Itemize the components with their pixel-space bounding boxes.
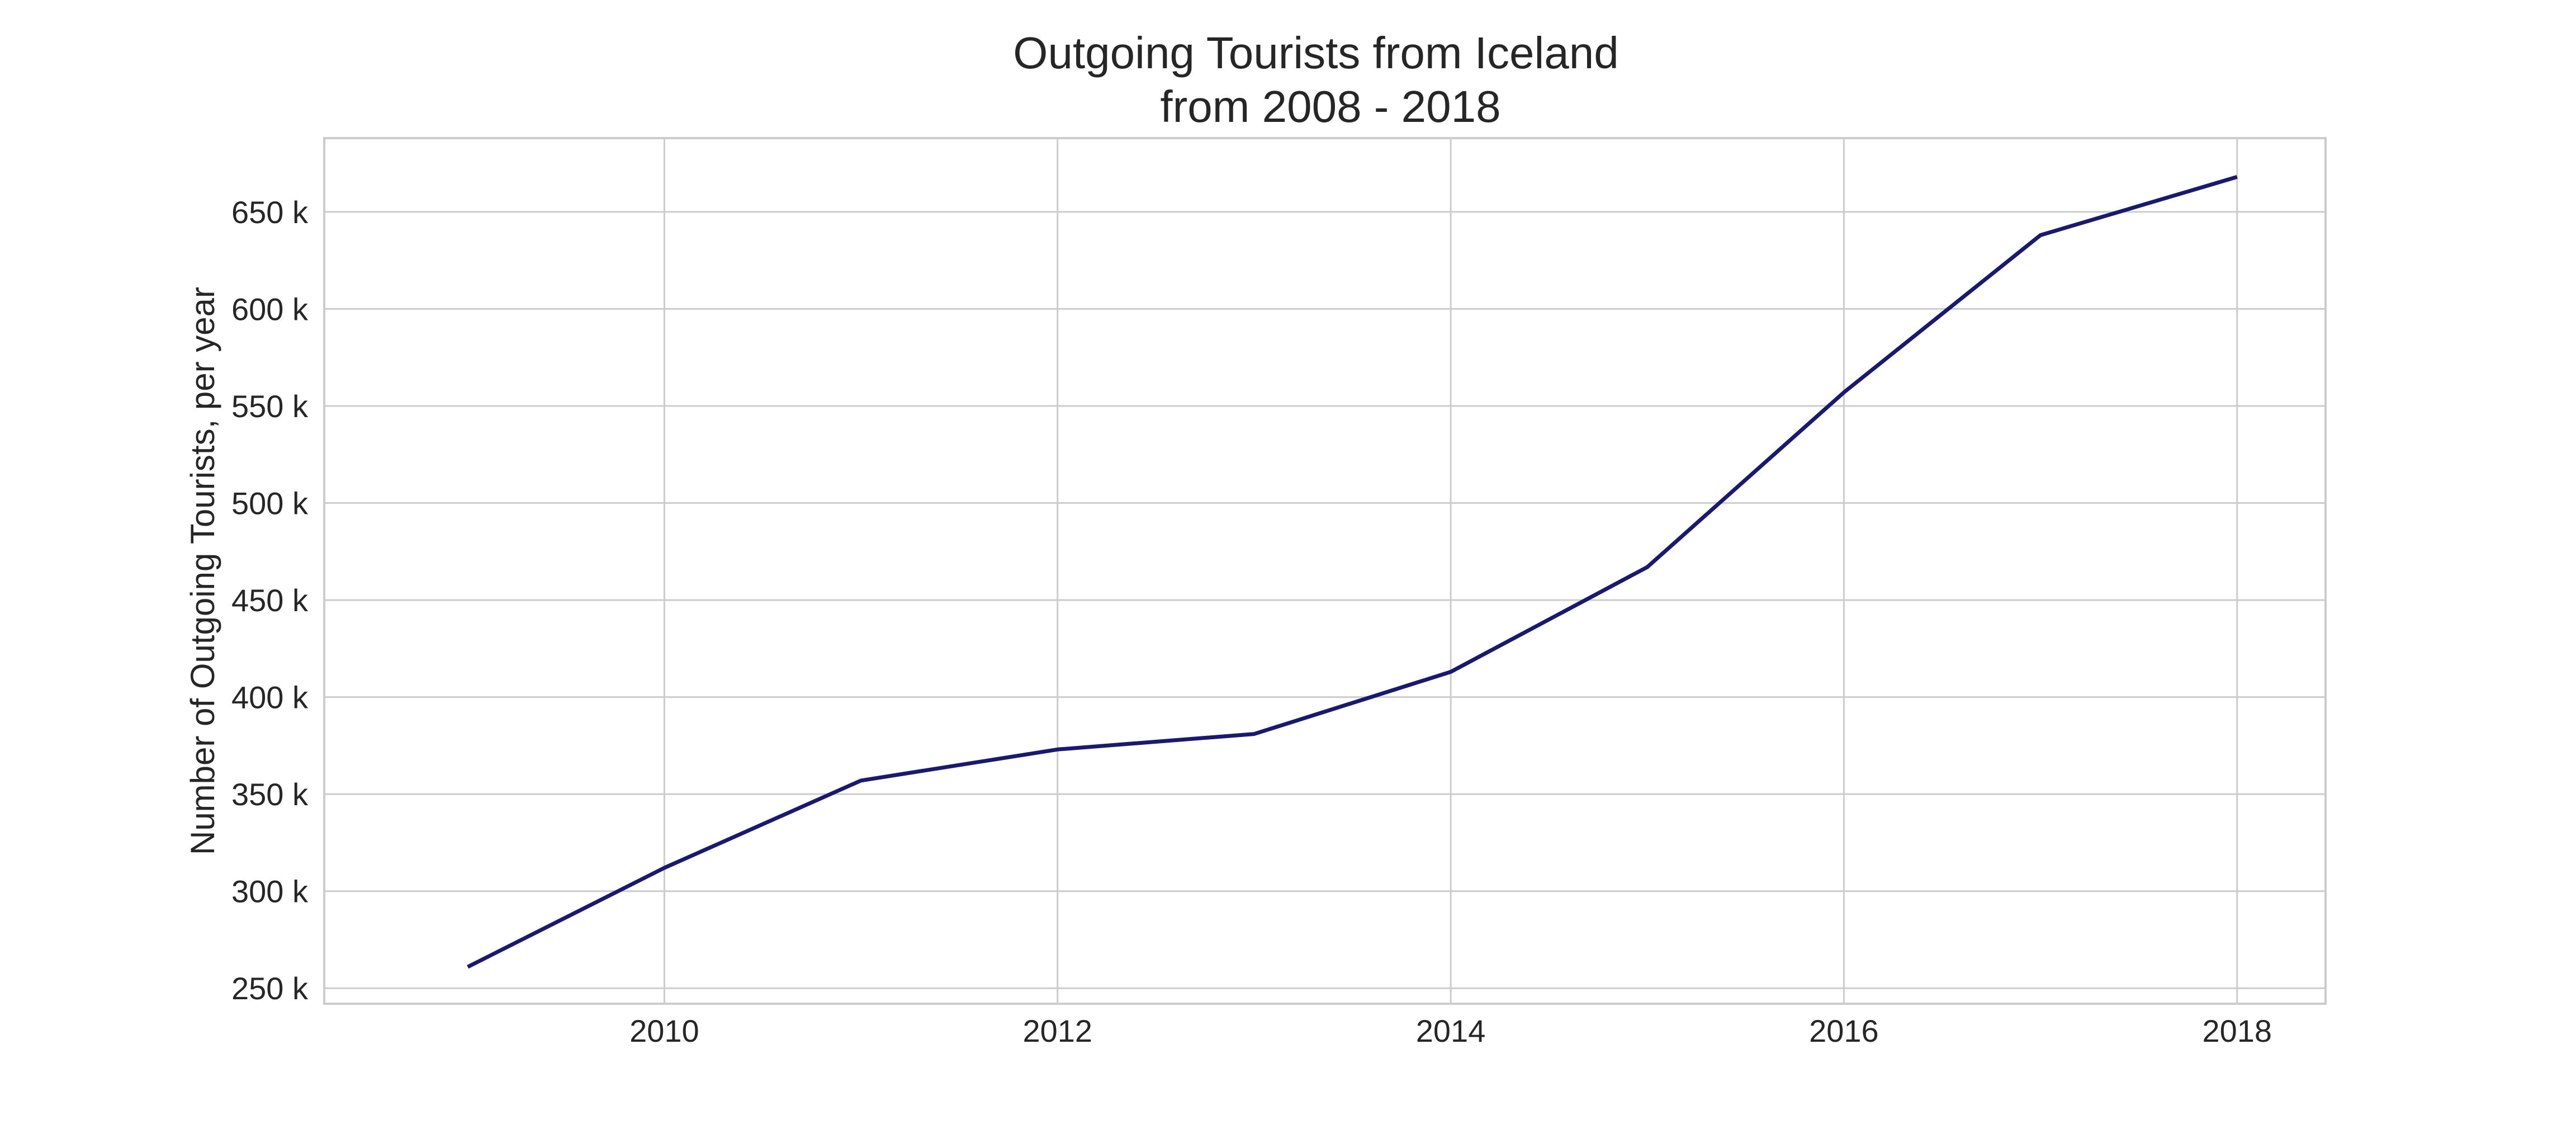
series-line xyxy=(467,175,2238,969)
x-tick-labels: 2010 2012 2014 2016 2018 xyxy=(629,1013,2272,1048)
y-tick-label: 550 k xyxy=(231,389,309,424)
y-tick-label: 350 k xyxy=(231,777,309,812)
series-layer xyxy=(467,175,2238,969)
y-tick-label: 450 k xyxy=(231,583,309,618)
x-tick-label: 2016 xyxy=(1809,1013,1879,1048)
x-tick-label: 2018 xyxy=(2202,1013,2272,1048)
chart-title: Outgoing Tourists from Iceland xyxy=(1013,28,1619,78)
y-tick-label: 600 k xyxy=(231,291,309,327)
x-tick-label: 2014 xyxy=(1416,1013,1486,1048)
y-tick-label: 500 k xyxy=(231,486,309,521)
x-tick-label: 2012 xyxy=(1022,1013,1092,1048)
x-tick-label: 2010 xyxy=(629,1013,699,1048)
chart-subtitle: from 2008 - 2018 xyxy=(1160,82,1500,131)
y-tick-labels: 250 k 300 k 350 k 400 k 450 k 500 k 550 k 600 k… xyxy=(231,195,309,1006)
y-axis-label: Number of Outgoing Tourists, per year xyxy=(184,287,221,855)
y-tick-label: 250 k xyxy=(231,971,309,1006)
grid-lines xyxy=(324,138,2326,1004)
y-tick-label: 400 k xyxy=(231,680,309,715)
y-tick-label: 650 k xyxy=(231,195,309,230)
y-tick-label: 300 k xyxy=(231,874,309,909)
plot-frame xyxy=(323,137,2327,1005)
